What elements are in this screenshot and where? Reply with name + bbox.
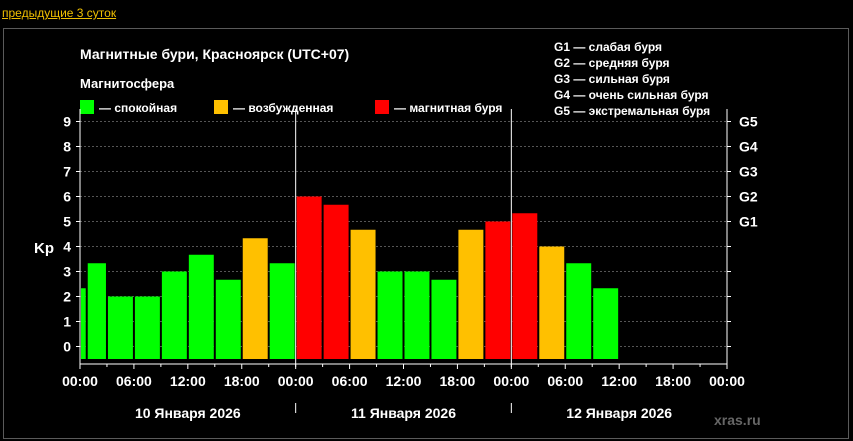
bar-1 <box>87 263 106 359</box>
bar-20 <box>593 288 619 359</box>
x-tick-label-10: 12:00 <box>601 373 637 389</box>
chart-frame: Магнитные бури, Красноярск (UTC+07) Магн… <box>3 28 849 439</box>
y-tick-label-3: 3 <box>63 264 71 280</box>
y-tick-label-0: 0 <box>63 339 71 355</box>
watermark: xras.ru <box>714 412 761 428</box>
legend-label-1: — возбужденная <box>233 101 333 115</box>
y-tick-label-2: 2 <box>63 289 71 305</box>
previous-3-days-link[interactable]: предыдущие 3 суток <box>2 6 117 20</box>
bar-3 <box>134 296 160 359</box>
x-tick-label-6: 12:00 <box>386 373 422 389</box>
bar-14 <box>431 279 457 359</box>
y-tick-label-4: 4 <box>63 239 71 255</box>
storm-legend-item-4: G5 — экстремальная буря <box>554 104 710 118</box>
y-axis-label: Kp <box>34 240 54 257</box>
x-tick-label-5: 06:00 <box>332 373 368 389</box>
y-tick-label-5: 5 <box>63 214 71 230</box>
y-tick-label-7: 7 <box>63 164 71 180</box>
bar-4 <box>161 271 187 359</box>
y-tick-label-6: 6 <box>63 189 71 205</box>
grid <box>80 109 727 367</box>
y-tick-label-1: 1 <box>63 314 71 330</box>
storm-legend-item-2: G3 — сильная буря <box>554 72 670 86</box>
kp-chart: Магнитные бури, Красноярск (UTC+07) Магн… <box>34 40 761 428</box>
legend-swatch-1 <box>214 100 228 114</box>
right-tick-label-0: G1 <box>739 214 758 230</box>
right-tick-label-3: G4 <box>739 139 758 155</box>
legend-label-2: — магнитная буря <box>394 101 502 115</box>
right-tick-label-4: G5 <box>739 114 758 130</box>
bar-8 <box>269 263 295 359</box>
day-label-1: 11 Января 2026 <box>351 405 456 421</box>
bar-7 <box>242 238 268 359</box>
x-tick-label-4: 00:00 <box>278 373 314 389</box>
storm-legend-item-1: G2 — средняя буря <box>554 56 670 70</box>
chart-title: Магнитные бури, Красноярск (UTC+07) <box>80 46 349 62</box>
legend-swatch-0 <box>80 100 94 114</box>
storm-legend-item-0: G1 — слабая буря <box>554 40 662 54</box>
storm-legend-item-3: G4 — очень сильная буря <box>554 88 709 102</box>
bar-0 <box>81 288 86 359</box>
bar-2 <box>107 296 133 359</box>
x-tick-label-0: 00:00 <box>62 373 98 389</box>
x-tick-label-9: 06:00 <box>547 373 583 389</box>
bar-9 <box>296 196 322 359</box>
x-tick-label-3: 18:00 <box>224 373 260 389</box>
y-tick-label-9: 9 <box>63 114 71 130</box>
x-tick-label-2: 12:00 <box>170 373 206 389</box>
right-tick-label-1: G2 <box>739 189 758 205</box>
bar-13 <box>404 271 430 359</box>
x-tick-label-11: 18:00 <box>655 373 691 389</box>
legend-title: Магнитосфера <box>80 76 175 91</box>
x-tick-label-1: 06:00 <box>116 373 152 389</box>
bar-5 <box>188 254 214 359</box>
bar-11 <box>350 229 376 359</box>
x-tick-label-12: 00:00 <box>709 373 745 389</box>
right-tick-label-2: G3 <box>739 164 758 180</box>
bar-17 <box>512 213 538 359</box>
bar-16 <box>485 221 511 359</box>
legend-label-0: — спокойная <box>99 101 177 115</box>
storm-legend: G1 — слабая буря G2 — средняя буря G3 — си… <box>554 40 710 118</box>
y-tick-label-8: 8 <box>63 139 71 155</box>
axes: 0 1 2 3 4 5 6 7 8 9 G1 G2 G3 G4 G5 00:00 06:00 12:00 18:00… <box>62 109 758 421</box>
bars <box>81 196 619 359</box>
bar-15 <box>458 229 484 359</box>
legend-swatch-2 <box>375 100 389 114</box>
x-tick-label-7: 18:00 <box>440 373 476 389</box>
x-tick-label-8: 00:00 <box>493 373 529 389</box>
bar-19 <box>566 263 592 359</box>
bar-18 <box>539 246 565 359</box>
bar-12 <box>377 271 403 359</box>
day-label-2: 12 Января 2026 <box>566 405 672 421</box>
bar-10 <box>323 204 349 359</box>
bar-6 <box>215 279 241 359</box>
day-label-0: 10 Января 2026 <box>135 405 241 421</box>
legend: — спокойная — возбужденная — магнитная бур… <box>80 100 502 115</box>
